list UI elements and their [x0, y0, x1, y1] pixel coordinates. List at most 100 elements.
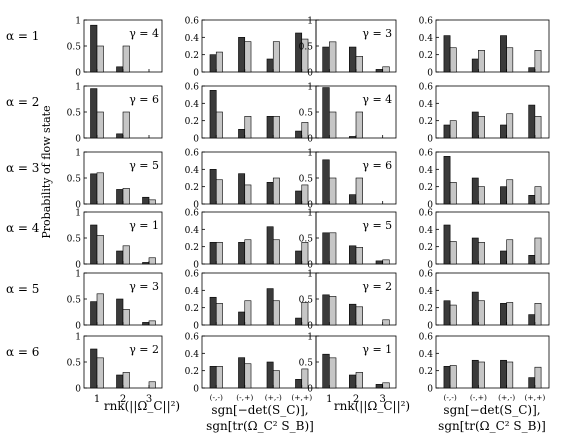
bar-light: [506, 47, 514, 73]
y-tick-label: 0: [427, 201, 433, 211]
bar-dark: [528, 377, 536, 389]
bar-light: [506, 239, 514, 265]
x-tick-label: (-,-): [210, 393, 223, 402]
y-tick-label: 1: [75, 17, 81, 27]
y-tick-label: 0: [193, 69, 199, 79]
y-tick-label: 1: [307, 209, 313, 219]
axes-frame: [435, 272, 550, 326]
panel-right-rank: 0 0.5 1 γ = 6: [299, 149, 397, 211]
y-axis-label: Probability of flow state: [40, 105, 53, 238]
row-label: α = 4: [6, 221, 40, 235]
bar-dark: [295, 32, 303, 73]
bar-light: [355, 111, 363, 139]
bar-dark: [322, 232, 330, 265]
y-tick-label: 0.5: [299, 175, 314, 185]
y-tick-label: 0.6: [185, 149, 200, 159]
bar-light: [534, 237, 542, 265]
y-tick-label: 0: [427, 322, 433, 332]
bar-light: [244, 239, 252, 265]
y-tick-label: 0: [307, 69, 313, 79]
x-tick-label: 1: [326, 394, 332, 405]
y-tick-label: 0: [193, 322, 199, 332]
bar-light: [506, 113, 514, 139]
bar-light: [244, 363, 252, 389]
x-label-left-rank: rnk(||Ω_C||²): [104, 399, 180, 413]
bar-dark: [116, 298, 124, 326]
row-label: α = 2: [6, 95, 39, 109]
panel-left-rank: 0 0.5 1 γ = 4: [67, 17, 163, 79]
x-tick-label: (+,-): [498, 393, 515, 402]
y-tick-label: 1: [307, 17, 313, 27]
bar-dark: [295, 250, 303, 265]
bar-light: [329, 357, 337, 389]
panel-left-sign: 0 0.2 0.4 0.6: [185, 83, 317, 145]
bar-light: [449, 47, 457, 73]
bar-light: [148, 381, 156, 389]
bar-light: [244, 41, 252, 73]
bar-light: [355, 177, 363, 205]
bar-dark: [322, 46, 330, 73]
bar-dark: [322, 159, 330, 205]
y-tick-label: 0: [427, 135, 433, 145]
y-tick-label: 0.5: [299, 109, 314, 119]
bar-light: [272, 300, 280, 326]
bar-light: [301, 184, 309, 205]
bar-dark: [295, 317, 303, 326]
gamma-annotation: γ = 6: [362, 159, 392, 172]
bar-light: [449, 241, 457, 265]
bar-dark: [528, 104, 536, 139]
gamma-annotation: γ = 6: [129, 93, 159, 106]
bar-dark: [116, 189, 124, 205]
bar-light: [449, 304, 457, 326]
y-tick-label: 1: [75, 333, 81, 343]
y-tick-label: 0.4: [419, 226, 434, 236]
y-tick-label: 1: [75, 83, 81, 93]
x-tick-label: 3: [379, 394, 385, 405]
y-tick-label: 0: [75, 69, 81, 79]
y-tick-label: 0: [427, 385, 433, 395]
panel-left-rank: 0 0.5 1 1 2 3 γ = 2: [67, 333, 163, 405]
y-tick-label: 0: [307, 322, 313, 332]
bar-light: [96, 235, 104, 265]
bar-light: [122, 45, 130, 73]
y-tick-label: 0.2: [419, 117, 433, 127]
y-tick-label: 0.2: [419, 183, 433, 193]
y-tick-label: 0.2: [419, 243, 433, 253]
y-tick-label: 0.2: [185, 51, 199, 61]
bar-dark: [116, 133, 124, 139]
bar-light: [478, 300, 485, 326]
bar-light: [244, 300, 252, 326]
panel-right-sign: 0 0.2 0.4 0.6: [419, 209, 550, 271]
y-tick-label: 0: [75, 135, 81, 145]
bar-light: [329, 41, 337, 73]
y-tick-label: 1: [307, 270, 313, 280]
bar-dark: [349, 136, 357, 139]
y-tick-label: 0.2: [185, 183, 199, 193]
panel-right-sign: 0 0.2 0.4 0.6: [419, 17, 550, 79]
bar-dark: [500, 359, 507, 389]
bar-light: [272, 370, 280, 389]
panel-right-rank: 0 0.5 1 γ = 4: [299, 83, 397, 145]
x-label-left-sign-line2: sgn[tr(Ω_C² S_B)]: [206, 419, 314, 433]
x-tick-label: (+,-): [265, 393, 282, 402]
bar-light: [478, 186, 485, 205]
y-tick-label: 0.5: [299, 359, 314, 369]
gamma-annotation: γ = 3: [362, 27, 392, 40]
bar-dark: [295, 190, 303, 205]
y-tick-label: 0: [307, 135, 313, 145]
bar-dark: [238, 129, 246, 139]
bar-dark: [471, 359, 479, 389]
bar-light: [215, 179, 223, 205]
y-tick-label: 0.5: [299, 296, 314, 306]
y-tick-label: 0.4: [185, 34, 200, 44]
bar-dark: [500, 124, 507, 139]
y-tick-label: 1: [75, 270, 81, 280]
y-tick-label: 0.4: [419, 350, 434, 360]
y-tick-label: 0.2: [419, 304, 433, 314]
bar-dark: [349, 245, 357, 265]
gamma-annotation: γ = 4: [362, 93, 392, 106]
gamma-annotation: γ = 4: [129, 27, 159, 40]
gamma-annotation: γ = 2: [362, 280, 392, 293]
bar-light: [244, 184, 252, 205]
row-labels: α = 1 α = 2 α = 3 α = 4 α = 5 α = 6: [6, 29, 40, 359]
